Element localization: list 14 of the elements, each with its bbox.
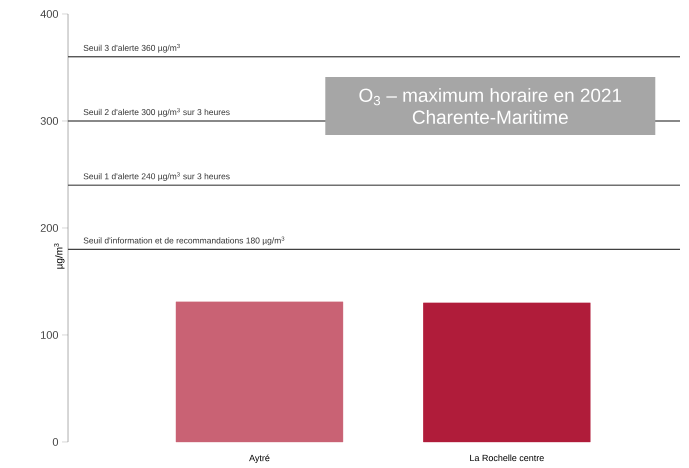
y-tick-label: 400 [40, 10, 58, 18]
y-tick-label: 300 [40, 117, 58, 125]
text: O$_{3}$ – maximum horaire en 2021 [359, 88, 622, 106]
ref-line-label: Seuil 1 d'alerte 240 µg/m$^{3}$ sur 3 heures [84, 172, 230, 181]
x-tick-label: Aytré [249, 454, 270, 463]
y-tick-label: 0 [52, 438, 58, 446]
ref-line-label: Seuil 2 d'alerte 300 µg/m$^{3}$ sur 3 heures [84, 108, 230, 117]
y-tick-label: 100 [41, 331, 58, 339]
y-tick-label: 200 [40, 224, 58, 232]
text: Charente-Maritime [412, 110, 568, 124]
y-axis-title: µg/m$^{3}$ [54, 243, 64, 269]
ref-line-label: Seuil 3 d'alerte 360 µg/m$^{3}$ [84, 44, 180, 53]
x-tick-label: La Rochelle centre [470, 454, 544, 462]
ref-line-label: Seuil d'information et de recommandations 180 µg/m$^{3}$ [84, 236, 284, 246]
